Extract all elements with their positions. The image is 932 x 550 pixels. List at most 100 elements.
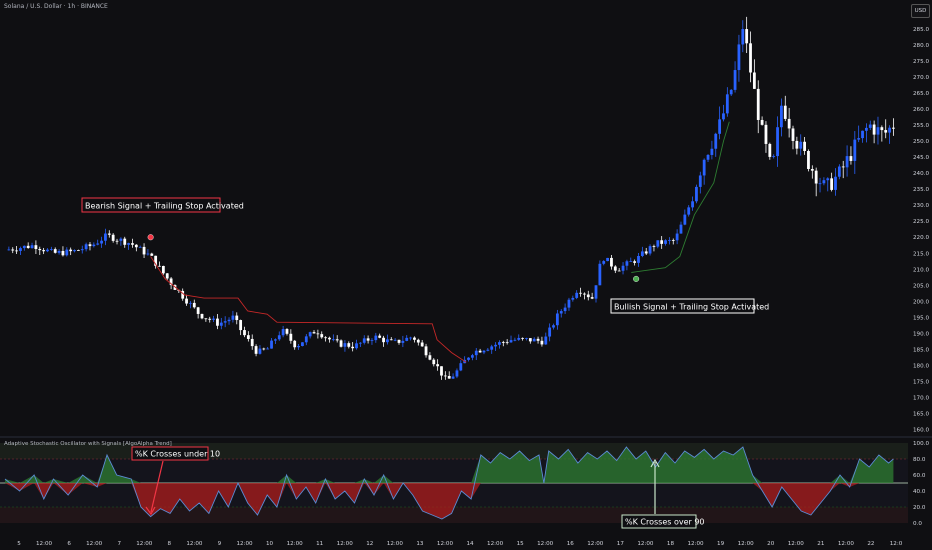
candle-body: [104, 233, 107, 241]
oversold-zone: [0, 507, 908, 523]
candle-body: [737, 44, 741, 71]
candle-body: [312, 332, 316, 334]
candle-body: [142, 246, 146, 255]
candle-body: [841, 166, 845, 168]
candle-body: [169, 278, 173, 286]
candle-body: [73, 250, 76, 252]
candle-body: [30, 245, 34, 248]
candle-body: [780, 105, 783, 128]
symbol-title[interactable]: Solana / U.S. Dollar · 1h · BINANCE: [4, 3, 108, 10]
time-tick-label: 9: [218, 541, 222, 547]
candle-body: [509, 340, 513, 343]
candle-body: [451, 376, 455, 379]
candle-body: [212, 318, 215, 320]
candle-body: [864, 127, 868, 131]
price-axis[interactable]: 160.0 165.0 170.0 175.0 180.0 185.0 190.0 195.0…: [913, 27, 929, 434]
candle-body: [826, 178, 830, 181]
candle-body: [413, 337, 416, 340]
candle-body: [416, 339, 420, 343]
candle-body: [768, 143, 772, 157]
candle-body: [335, 339, 339, 341]
candle-body: [474, 350, 478, 356]
candle-body: [134, 244, 138, 248]
candle-body: [799, 141, 803, 149]
candle-body: [482, 350, 486, 353]
candle-body: [161, 265, 165, 274]
candle-body: [46, 249, 49, 252]
candle-body: [868, 124, 872, 128]
candle-body: [65, 249, 69, 256]
time-tick-label: 22: [867, 541, 874, 547]
candle-body: [389, 339, 393, 341]
oscillator-pane: [0, 443, 908, 523]
candle-body: [7, 249, 11, 251]
candle-body: [111, 234, 115, 241]
candle-body: [293, 340, 297, 348]
candle-body: [702, 159, 706, 176]
candle-body: [610, 257, 613, 267]
candle-body: [405, 337, 409, 341]
bullish-signal-dot: [633, 275, 640, 282]
candle-body: [783, 105, 787, 119]
candle-body: [718, 119, 722, 134]
candle-body: [764, 124, 768, 144]
candle-body: [749, 43, 752, 73]
candle-body: [606, 257, 609, 262]
candle-body: [231, 315, 235, 320]
annotations: Bearish Signal + Trailing Stop Activated…: [81, 197, 769, 529]
candle-body: [637, 256, 640, 263]
price-tick-label: 230.0: [913, 203, 929, 209]
candle-body: [328, 337, 331, 340]
candle-body: [297, 346, 300, 348]
candle-body: [679, 224, 683, 234]
bearish-annotation-box: [81, 197, 221, 213]
candle-body: [366, 338, 370, 341]
time-tick-label: 13: [416, 541, 424, 547]
time-tick-label: 12:00: [788, 541, 805, 547]
candle-body: [443, 375, 447, 377]
time-tick-label: 12:00: [537, 541, 554, 547]
candle-body: [308, 332, 312, 337]
candle-body: [571, 297, 575, 300]
oscillator-title[interactable]: Adaptive Stochastic Oscillator with Sign…: [4, 441, 172, 447]
candle-body: [165, 273, 169, 279]
candle-body: [818, 183, 822, 185]
candle-body: [861, 130, 864, 139]
time-tick-label: 12:00: [186, 541, 203, 547]
candle-body: [281, 329, 285, 336]
time-axis[interactable]: 5 12:00 6 12:00 7 12:00 8 12:00 9 12:00 10 12:00 11 1…: [17, 541, 903, 547]
candle-body: [42, 250, 46, 252]
candle-body: [741, 29, 745, 45]
candle-body: [258, 348, 262, 354]
candle-body: [246, 335, 250, 339]
candle-body: [436, 364, 440, 367]
candle-body: [559, 311, 563, 314]
candle-body: [235, 315, 239, 321]
bearish-trailing-stop: [150, 256, 467, 363]
candle-body: [343, 343, 347, 347]
time-tick-label: 20: [767, 541, 775, 547]
oscillator-axis[interactable]: 0.0 20.0 40.0 60.0 80.0 100.0: [913, 441, 929, 527]
price-tick-label: 250.0: [913, 139, 929, 145]
candle-body: [629, 261, 633, 263]
candle-body: [733, 70, 737, 90]
candle-body: [880, 127, 884, 131]
k-bull-fill: [5, 447, 894, 483]
candle-body: [53, 249, 57, 253]
currency-button[interactable]: USD: [911, 4, 930, 18]
time-tick-label: 15: [517, 541, 525, 547]
oscillator-tick-label: 0.0: [913, 521, 922, 527]
bearish-annotation-text: Bearish Signal + Trailing Stop Activated: [85, 202, 244, 211]
candle-body: [204, 318, 208, 320]
price-tick-label: 215.0: [913, 251, 929, 257]
k-under-arrow: [150, 460, 164, 513]
candle-body: [88, 244, 92, 247]
candle-body: [552, 325, 555, 328]
candle-body: [266, 348, 270, 350]
candle-body: [583, 293, 586, 295]
candle-body: [710, 148, 714, 155]
candle-body: [378, 335, 382, 338]
price-tick-label: 200.0: [913, 299, 929, 305]
candle-body: [594, 285, 598, 299]
candle-body: [440, 366, 443, 376]
